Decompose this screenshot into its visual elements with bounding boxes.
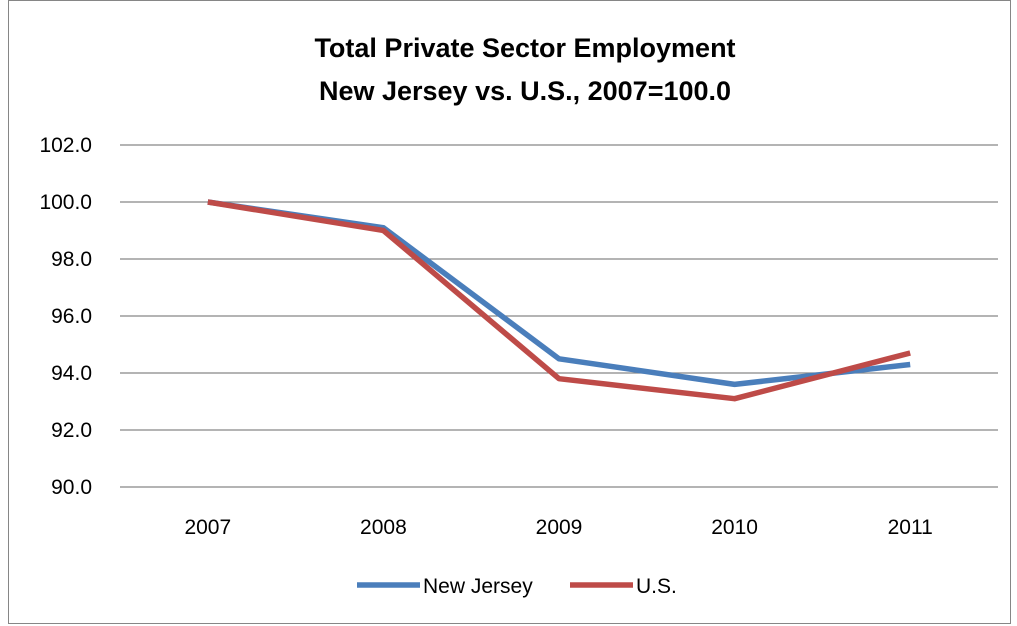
x-tick-label-2011: 2011 <box>888 516 933 539</box>
x-tick-label-2007: 2007 <box>184 516 231 539</box>
y-tick-label-96.0: 96.0 <box>51 305 92 328</box>
y-tick-label-102.0: 102.0 <box>39 134 92 157</box>
y-tick-label-92.0: 92.0 <box>51 419 92 442</box>
legend-label-u-s: U.S. <box>636 575 677 598</box>
legend-label-new-jersey: New Jersey <box>423 575 533 598</box>
x-axis-tick-labels: 2007 2008 2009 2010 2011 <box>184 516 932 539</box>
series-line-new-jersey <box>208 202 910 384</box>
x-tick-label-2009: 2009 <box>536 516 583 539</box>
x-tick-label-2008: 2008 <box>360 516 407 539</box>
legend: New Jersey U.S. <box>357 575 677 598</box>
y-axis-tick-labels: 90.0 92.0 94.0 96.0 98.0 100.0 102.0 <box>39 134 92 499</box>
x-tick-label-2010: 2010 <box>711 516 758 539</box>
gridlines <box>120 145 998 487</box>
y-tick-label-90.0: 90.0 <box>51 476 92 499</box>
chart-title-line-1: Total Private Sector Employment <box>314 33 735 63</box>
y-tick-label-94.0: 94.0 <box>51 362 92 385</box>
chart-title-line-2: New Jersey vs. U.S., 2007=100.0 <box>319 76 731 106</box>
y-tick-label-98.0: 98.0 <box>51 248 92 271</box>
series-line-u-s <box>208 202 910 399</box>
series-lines <box>208 202 910 399</box>
y-tick-label-100.0: 100.0 <box>39 191 92 214</box>
